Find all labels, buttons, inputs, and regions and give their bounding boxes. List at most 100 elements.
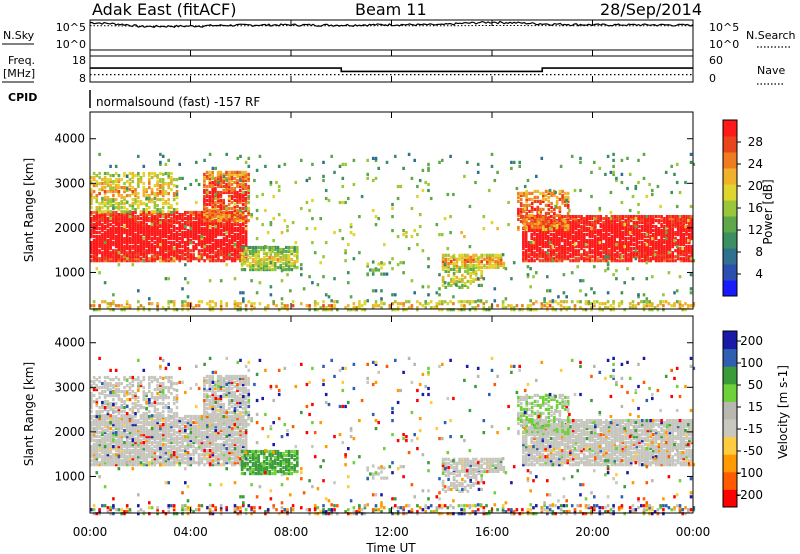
power-cell [148, 302, 151, 306]
nave-label: Nave [757, 64, 785, 77]
power-cell [150, 217, 154, 221]
power-cell [167, 251, 170, 255]
power-cell [555, 257, 558, 261]
power-cell [92, 176, 96, 180]
power-cell [624, 237, 627, 241]
power-cell [134, 190, 137, 194]
power-cell [580, 247, 583, 251]
velocity-cell [134, 439, 137, 443]
power-cell [137, 154, 140, 158]
power-cell [153, 229, 157, 233]
power-cell [142, 210, 146, 215]
power-cell [178, 229, 181, 233]
velocity-cell [120, 421, 123, 425]
power-cell [167, 231, 170, 235]
power-cell [150, 213, 154, 217]
power-cell [181, 302, 184, 306]
power-cell [153, 251, 157, 255]
power-cell [522, 255, 525, 259]
power-cell [236, 198, 239, 203]
power-cell [642, 293, 646, 297]
power-cell [131, 210, 135, 215]
power-cell [605, 227, 608, 231]
power-cell [214, 304, 217, 308]
power-cell [92, 229, 96, 233]
power-cell [559, 300, 563, 304]
power-cell [308, 275, 311, 279]
power-cell [529, 299, 532, 303]
power-cell [569, 259, 572, 263]
power-cell [673, 172, 676, 176]
power-cell [236, 221, 240, 225]
power-cell [205, 194, 209, 199]
power-cell [208, 231, 212, 235]
power-cell [674, 233, 677, 237]
power-cell [565, 308, 568, 312]
power-cell [258, 281, 262, 285]
power-cell [663, 255, 666, 259]
velocity-cell [131, 451, 135, 455]
power-cell [195, 160, 198, 164]
power-cell [296, 266, 299, 270]
power-cell [583, 219, 586, 223]
power-cell [585, 227, 589, 231]
power-cell [164, 257, 168, 261]
power-cell [522, 209, 526, 213]
power-cell [549, 245, 553, 249]
power-cell [629, 227, 633, 231]
power-cell [652, 215, 655, 219]
power-cell [233, 192, 237, 197]
power-cell [689, 287, 693, 291]
velocity-cell [103, 459, 107, 463]
power-cell [642, 300, 646, 304]
velocity-cell [128, 417, 132, 421]
power-cell [539, 209, 542, 213]
power-cell [553, 211, 556, 215]
power-cell [550, 201, 553, 205]
power-cell [290, 258, 294, 262]
power-cell [553, 223, 556, 228]
power-cell [128, 255, 132, 259]
power-cell [280, 269, 284, 273]
velocity-cell [120, 461, 123, 465]
velocity-cell [131, 457, 135, 461]
power-cell [244, 192, 248, 197]
power-cell [254, 247, 258, 252]
power-cell [236, 170, 239, 174]
power-cell [214, 225, 217, 229]
power-cell [660, 247, 663, 251]
velocity-cell [114, 459, 118, 463]
power-cell [441, 277, 445, 281]
power-cell [596, 245, 600, 249]
power-cell [167, 249, 170, 253]
power-cell [358, 300, 361, 304]
power-cell [117, 219, 121, 223]
velocity-cell [134, 419, 137, 423]
power-cell [142, 233, 146, 237]
power-cell [427, 293, 430, 297]
power-cell [679, 237, 683, 241]
power-cell [396, 263, 400, 267]
power-cell [164, 219, 168, 223]
power-cell [247, 213, 250, 217]
power-cell [98, 208, 101, 212]
power-cell [170, 241, 173, 245]
power-cell [607, 253, 611, 257]
power-cell [629, 237, 633, 241]
power-cell [109, 251, 112, 255]
power-cell [250, 213, 253, 217]
power-cell [671, 223, 674, 227]
power-cell [485, 308, 488, 312]
power-cell [161, 235, 165, 239]
power-cell [606, 154, 610, 158]
power-cell [566, 211, 570, 215]
power-cell [688, 245, 691, 249]
power-cell [206, 213, 209, 217]
power-cell [236, 237, 240, 241]
power-cell [535, 308, 538, 312]
power-cell [222, 200, 225, 205]
power-cell [189, 257, 193, 261]
power-cell [103, 215, 107, 219]
power-cell [92, 171, 96, 176]
power-cell [203, 190, 206, 195]
